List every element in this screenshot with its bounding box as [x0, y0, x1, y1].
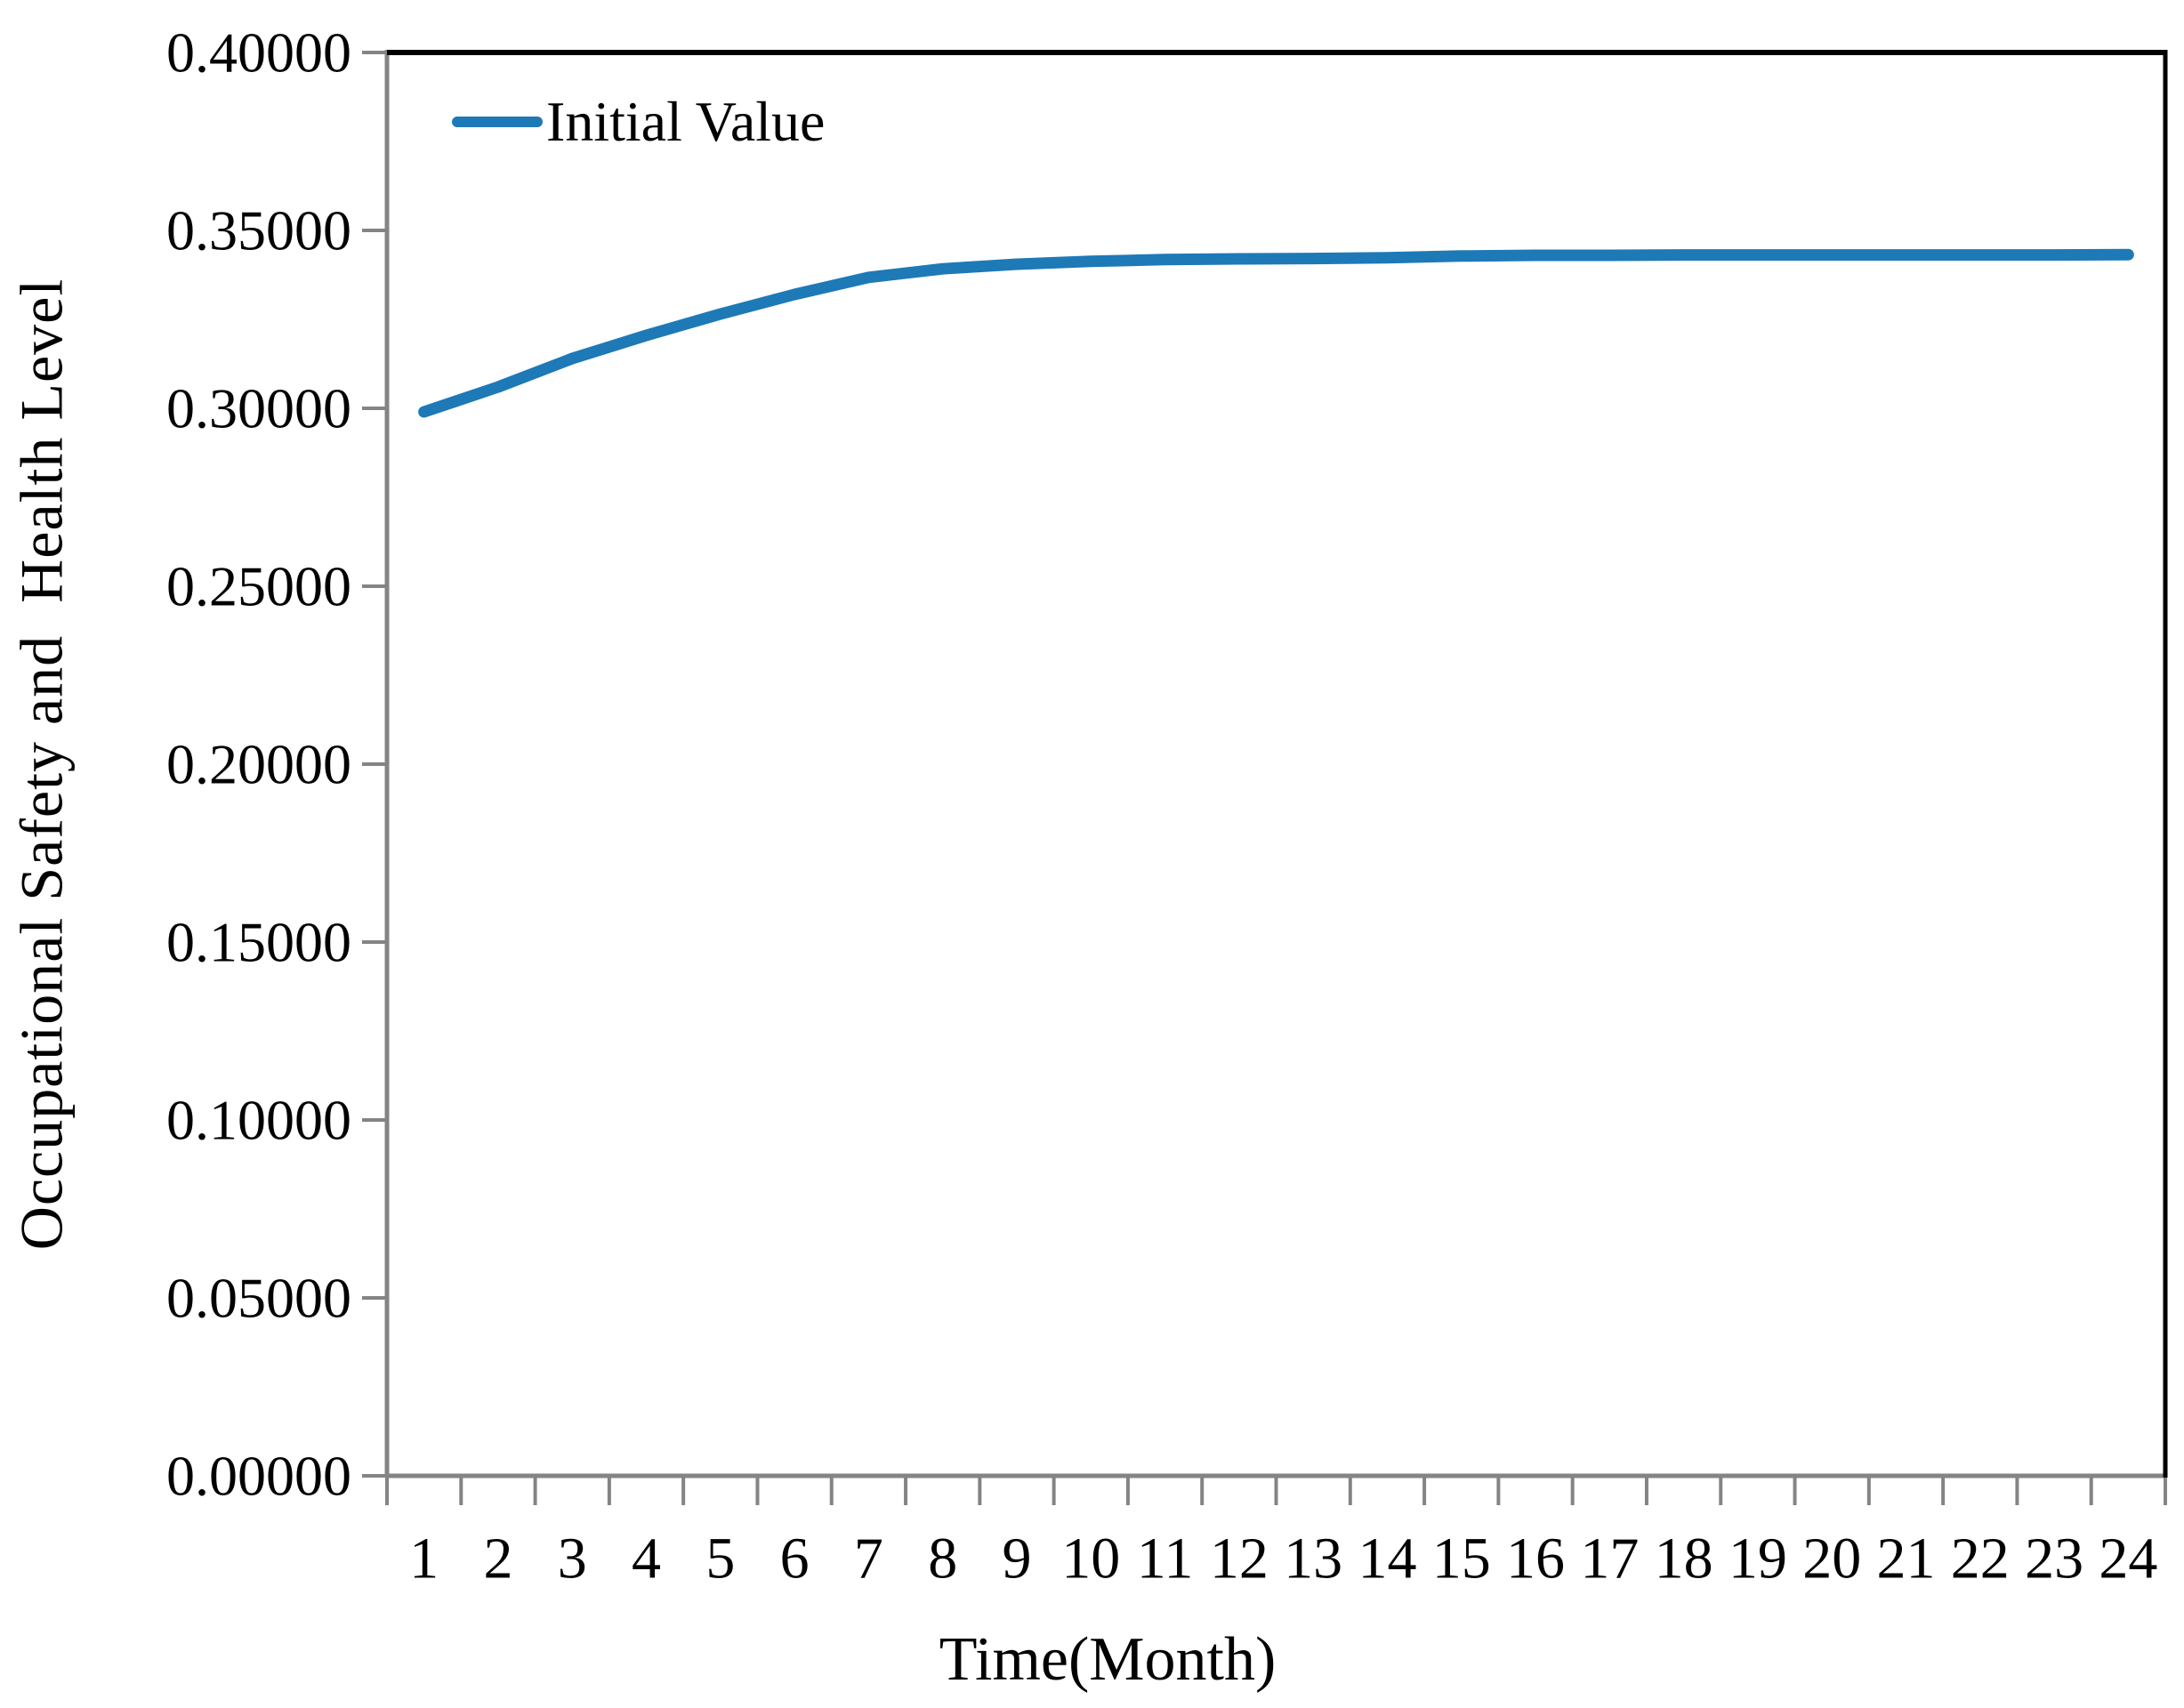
y-tick-label: 0.10000 [166, 1089, 351, 1152]
y-tick-label: 0.30000 [166, 377, 351, 440]
x-tick-label: 3 [558, 1527, 587, 1591]
y-tick-label: 0.00000 [166, 1445, 351, 1508]
legend: Initial Value [452, 93, 825, 150]
x-tick-label: 13 [1284, 1527, 1342, 1591]
y-tick-label: 0.15000 [166, 911, 351, 974]
x-tick-label: 10 [1061, 1527, 1120, 1591]
x-tick-label: 20 [1802, 1527, 1861, 1591]
y-tick-label: 0.20000 [166, 733, 351, 796]
x-tick-label: 22 [1951, 1527, 2010, 1591]
x-tick-label: 7 [854, 1527, 883, 1591]
series-initial-value-line [418, 248, 2134, 418]
legend-line-swatch [452, 117, 543, 127]
x-tick-label: 21 [1876, 1527, 1935, 1591]
x-tick-label: 2 [483, 1527, 512, 1591]
x-axis-title: Time(Month) [939, 1625, 1277, 1694]
x-tick-label: 15 [1432, 1527, 1491, 1591]
x-tick-label: 5 [705, 1527, 735, 1591]
x-tick-label: 8 [928, 1527, 957, 1591]
x-tick-label: 12 [1210, 1527, 1269, 1591]
x-tick-label: 17 [1580, 1527, 1639, 1591]
legend-label: Initial Value [546, 90, 826, 153]
x-tick-label: 16 [1506, 1527, 1565, 1591]
y-tick-label: 0.35000 [166, 199, 351, 262]
y-tick-label: 0.05000 [166, 1267, 351, 1330]
x-tick-label: 19 [1729, 1527, 1787, 1591]
y-tick-label: 0.25000 [166, 555, 351, 618]
x-tick-label: 9 [1002, 1527, 1031, 1591]
x-tick-label: 18 [1655, 1527, 1713, 1591]
x-tick-label: 23 [2025, 1527, 2083, 1591]
x-tick-label: 11 [1137, 1527, 1194, 1591]
x-tick-label: 24 [2099, 1527, 2157, 1591]
x-tick-label: 6 [780, 1527, 810, 1591]
x-tick-label: 1 [409, 1527, 439, 1591]
y-tick-label: 0.40000 [166, 21, 351, 85]
x-tick-label: 14 [1358, 1527, 1416, 1591]
x-tick-label: 4 [632, 1527, 661, 1591]
y-axis-title: Occupational Safety and Health Level [7, 278, 76, 1251]
